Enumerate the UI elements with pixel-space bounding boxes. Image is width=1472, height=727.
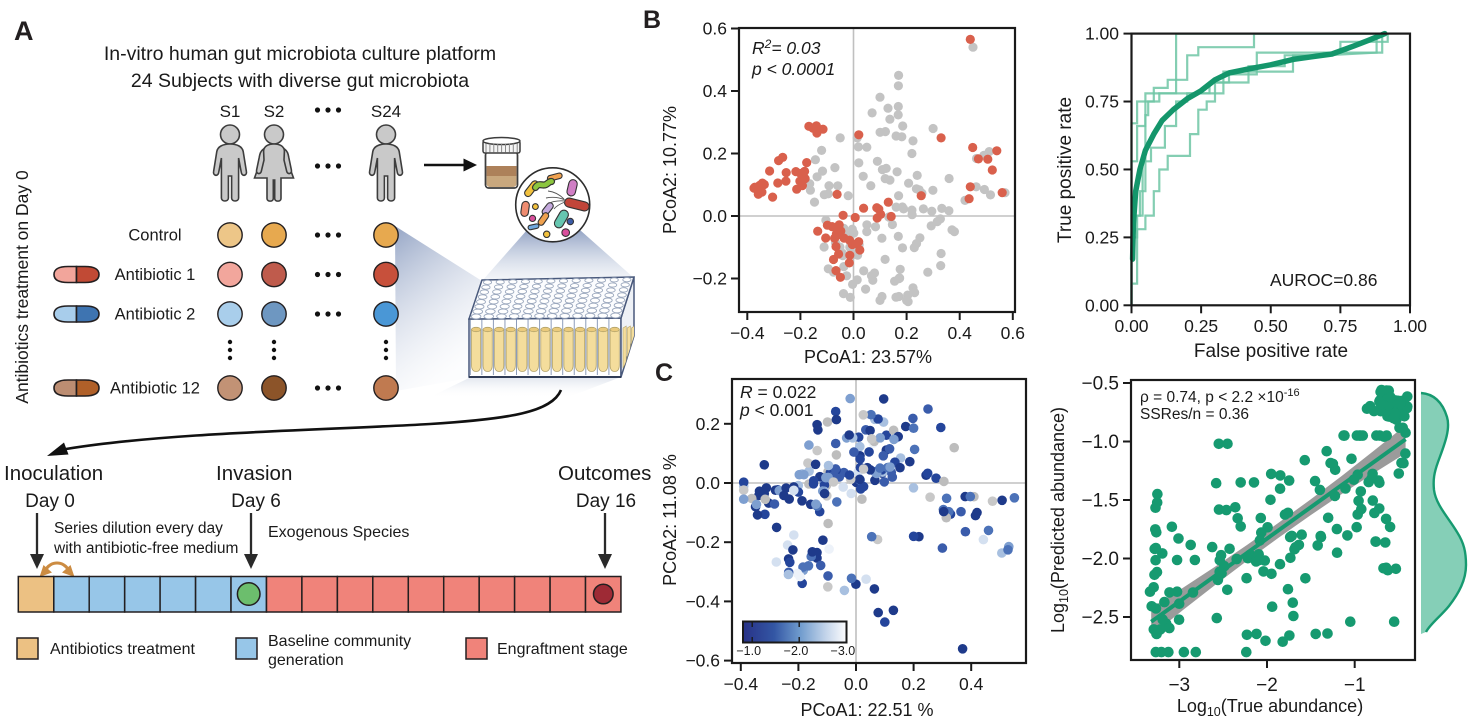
svg-text:AUROC=0.86: AUROC=0.86: [1270, 270, 1377, 290]
svg-text:−1: −1: [1344, 675, 1366, 696]
svg-text:Day 6: Day 6: [231, 491, 281, 512]
svg-text:−0.2: −0.2: [692, 269, 727, 289]
svg-text:Log10(True abundance): Log10(True abundance): [1177, 696, 1363, 719]
svg-text:−1.5: −1.5: [1081, 491, 1119, 512]
svg-text:−2.5: −2.5: [1081, 608, 1119, 629]
svg-text:0.2: 0.2: [894, 323, 918, 343]
svg-text:0.25: 0.25: [1085, 227, 1119, 247]
svg-text:S2: S2: [264, 102, 285, 121]
svg-text:0.25: 0.25: [1184, 316, 1218, 336]
svg-text:S24: S24: [371, 102, 401, 121]
svg-text:C: C: [655, 359, 673, 387]
svg-text:−0.4: −0.4: [730, 323, 765, 343]
svg-text:0.00: 0.00: [1085, 295, 1119, 315]
svg-text:Inoculation: Inoculation: [4, 462, 103, 485]
svg-text:PCoA1: 23.57%: PCoA1: 23.57%: [804, 347, 932, 367]
svg-text:−0.4: −0.4: [685, 591, 720, 611]
svg-text:0.75: 0.75: [1323, 316, 1357, 336]
svg-text:R2= 0.03: R2= 0.03: [752, 37, 821, 58]
svg-text:−2: −2: [1256, 675, 1278, 696]
svg-text:Day 16: Day 16: [576, 491, 636, 512]
svg-text:0.00: 0.00: [1114, 316, 1148, 336]
svg-text:Series dilution every day: Series dilution every day: [54, 520, 223, 537]
svg-text:0.0: 0.0: [841, 323, 866, 343]
svg-text:0.75: 0.75: [1085, 92, 1119, 112]
svg-text:−3.0: −3.0: [831, 644, 856, 658]
svg-text:−0.4: −0.4: [724, 674, 759, 694]
svg-text:−0.5: −0.5: [1081, 374, 1119, 395]
svg-text:Antibiotic 1: Antibiotic 1: [115, 266, 196, 284]
svg-text:Outcomes: Outcomes: [558, 462, 651, 485]
svg-text:PCoA2: 10.77%: PCoA2: 10.77%: [660, 106, 680, 234]
svg-text:0.0: 0.0: [696, 473, 721, 493]
svg-text:Exogenous Species: Exogenous Species: [268, 524, 409, 541]
svg-text:24 Subjects with diverse gut m: 24 Subjects with diverse gut microbiota: [131, 70, 469, 92]
svg-text:0.4: 0.4: [948, 323, 973, 343]
svg-text:−0.6: −0.6: [685, 651, 720, 671]
svg-text:True positive rate: True positive rate: [1055, 97, 1076, 243]
svg-text:−0.2: −0.2: [781, 674, 816, 694]
svg-text:0.2: 0.2: [901, 674, 925, 694]
svg-text:Antibiotic 2: Antibiotic 2: [115, 306, 196, 324]
svg-text:R = 0.022: R = 0.022: [740, 382, 816, 402]
svg-text:0.0: 0.0: [703, 206, 728, 226]
svg-text:Invasion: Invasion: [216, 462, 292, 485]
svg-text:In-vitro human gut microbiota: In-vitro human gut microbiota culture pl…: [104, 43, 496, 65]
svg-text:0.4: 0.4: [959, 674, 984, 694]
svg-text:Engraftment stage: Engraftment stage: [497, 641, 628, 658]
svg-text:Antibiotic 12: Antibiotic 12: [110, 380, 200, 398]
svg-text:−1.0: −1.0: [1081, 432, 1119, 453]
svg-text:S1: S1: [220, 102, 241, 121]
svg-text:Log10(Predicted abundance): Log10(Predicted abundance): [1048, 407, 1071, 633]
svg-text:0.2: 0.2: [703, 144, 727, 164]
svg-text:p < 0.0001: p < 0.0001: [751, 59, 835, 79]
svg-text:0.4: 0.4: [703, 81, 728, 101]
svg-text:A: A: [14, 16, 34, 46]
svg-text:−1.0: −1.0: [736, 644, 761, 658]
svg-text:generation: generation: [268, 652, 344, 669]
svg-text:Antibiotics treatment on Day 0: Antibiotics treatment on Day 0: [12, 170, 32, 404]
svg-text:0.0: 0.0: [844, 674, 869, 694]
svg-text:0.6: 0.6: [703, 19, 727, 39]
svg-text:−2.0: −2.0: [1081, 549, 1119, 570]
svg-text:1.00: 1.00: [1393, 316, 1427, 336]
svg-text:False positive rate: False positive rate: [1194, 341, 1348, 362]
svg-text:1.00: 1.00: [1085, 24, 1119, 44]
svg-text:p < 0.001: p < 0.001: [739, 400, 813, 420]
svg-text:Day 0: Day 0: [25, 491, 75, 512]
svg-text:PCoA2: 11.08 %: PCoA2: 11.08 %: [660, 454, 680, 586]
svg-text:with antibiotic-free medium: with antibiotic-free medium: [53, 540, 238, 557]
svg-text:PCoA1: 22.51 %: PCoA1: 22.51 %: [800, 700, 933, 720]
svg-text:Baseline community: Baseline community: [268, 633, 411, 650]
svg-text:−0.2: −0.2: [783, 323, 818, 343]
svg-text:0.50: 0.50: [1085, 159, 1119, 179]
svg-text:SSRes/n = 0.36: SSRes/n = 0.36: [1140, 406, 1249, 423]
svg-text:−3: −3: [1168, 675, 1190, 696]
svg-text:ρ = 0.74, p < 2.2 ×10-16: ρ = 0.74, p < 2.2 ×10-16: [1140, 387, 1300, 406]
svg-text:−2.0: −2.0: [784, 644, 809, 658]
svg-text:−0.2: −0.2: [685, 532, 720, 552]
svg-text:Antibiotics treatment: Antibiotics treatment: [50, 641, 196, 658]
svg-text:0.2: 0.2: [696, 414, 720, 434]
svg-text:0.50: 0.50: [1254, 316, 1288, 336]
svg-text:B: B: [643, 6, 661, 34]
svg-text:0.6: 0.6: [1001, 323, 1025, 343]
svg-text:Control: Control: [128, 227, 181, 245]
